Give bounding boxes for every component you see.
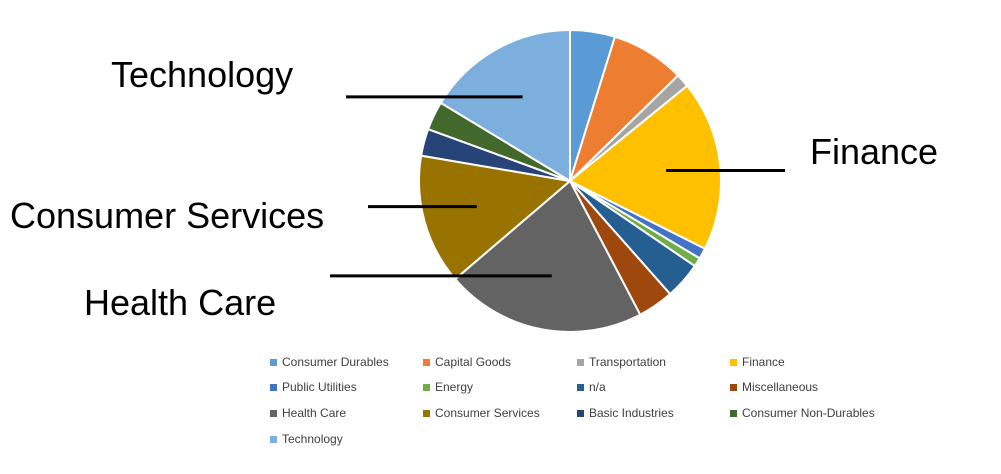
legend-label: Consumer Durables	[282, 355, 389, 369]
legend-item-energy: Energy	[423, 379, 473, 395]
legend-item-n-a: n/a	[577, 379, 606, 395]
legend-item-public-utilities: Public Utilities	[270, 379, 357, 395]
annotation-health-care: Health Care	[84, 282, 277, 323]
pie-slice-health-care	[454, 180, 642, 333]
legend-item-finance: Finance	[730, 354, 785, 370]
pie-slice-consumer-services	[418, 154, 571, 281]
legend-label: Consumer Non-Durables	[742, 406, 875, 420]
legend-label: Public Utilities	[282, 380, 357, 394]
legend-swatch	[730, 358, 737, 366]
legend-swatch	[270, 409, 277, 417]
legend-label: Miscellaneous	[742, 380, 819, 394]
legend-item-miscellaneous: Miscellaneous	[730, 379, 818, 395]
legend-swatch	[270, 358, 277, 366]
annotation-finance: Finance	[810, 131, 939, 172]
legend-item-consumer-services: Consumer Services	[423, 405, 540, 421]
legend-swatch	[423, 358, 430, 366]
legend-label: Transportation	[589, 355, 666, 369]
legend-swatch	[270, 435, 277, 443]
legend-label: Health Care	[282, 406, 347, 420]
legend-label: Energy	[435, 380, 474, 394]
legend-swatch	[423, 409, 430, 417]
legend-label: Consumer Services	[435, 406, 540, 420]
legend-item-capital-goods: Capital Goods	[423, 354, 511, 370]
legend-swatch	[270, 383, 277, 391]
legend-item-consumer-durables: Consumer Durables	[270, 354, 389, 370]
legend-label: Basic Industries	[589, 406, 674, 420]
legend-label: Capital Goods	[435, 355, 512, 369]
legend-swatch	[423, 383, 430, 391]
pie-slice-technology	[439, 29, 571, 182]
legend-item-basic-industries: Basic Industries	[577, 405, 674, 421]
legend-item-technology: Technology	[270, 431, 343, 447]
annotation-technology: Technology	[111, 54, 294, 95]
legend-swatch	[730, 383, 737, 391]
legend-swatch	[577, 358, 584, 366]
annotation-consumer-services: Consumer Services	[10, 195, 325, 236]
legend-item-consumer-non-durables: Consumer Non-Durables	[730, 405, 875, 421]
legend-swatch	[577, 409, 584, 417]
legend-label: n/a	[589, 380, 606, 394]
pie-slice-finance	[569, 84, 722, 250]
legend-item-transportation: Transportation	[577, 354, 666, 370]
legend-label: Technology	[282, 432, 343, 446]
legend-swatch	[577, 383, 584, 391]
legend-label: Finance	[742, 355, 785, 369]
legend-swatch	[730, 409, 737, 417]
legend-item-health-care: Health Care	[270, 405, 346, 421]
